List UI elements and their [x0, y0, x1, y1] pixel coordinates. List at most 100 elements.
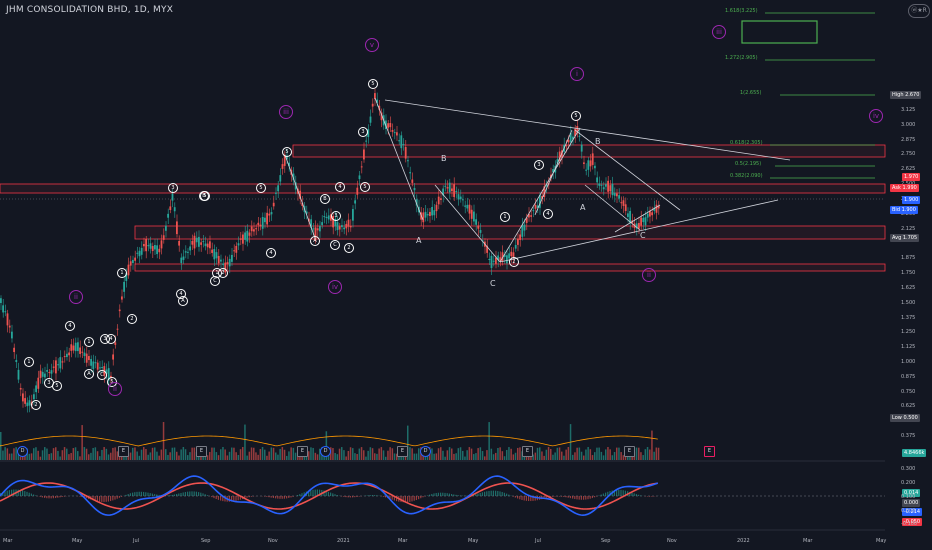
- candle-body: [486, 245, 488, 253]
- volume-bar: [171, 447, 174, 460]
- macd-histogram-bar: [492, 490, 494, 496]
- candle-body: [369, 116, 372, 123]
- candle-body: [451, 188, 453, 192]
- volume-bar: [356, 454, 358, 460]
- macd-histogram-bar: [19, 489, 21, 496]
- candle-body: [327, 215, 330, 220]
- macd-histogram-bar: [279, 496, 281, 499]
- volume-bar: [41, 450, 44, 460]
- volume-bar: [499, 447, 501, 460]
- earnings-marker[interactable]: E: [297, 446, 308, 457]
- earnings-marker[interactable]: E: [624, 446, 635, 457]
- volume-bar: [543, 455, 545, 460]
- macd-histogram-bar: [301, 493, 303, 496]
- dividend-marker[interactable]: D: [420, 446, 431, 457]
- trendline: [499, 199, 779, 263]
- volume-bar: [68, 454, 70, 460]
- candle-body: [88, 356, 90, 361]
- macd-histogram-bar: [347, 496, 349, 498]
- macd-histogram-bar: [61, 496, 63, 497]
- candle-body: [292, 173, 295, 181]
- volume-bar: [338, 448, 341, 460]
- earnings-marker[interactable]: E: [118, 446, 129, 457]
- candle-body: [114, 342, 117, 345]
- macd-histogram-bar: [57, 496, 59, 498]
- volume-bar: [316, 454, 319, 460]
- macd-histogram-bar: [4, 491, 6, 496]
- volume-bar: [305, 456, 308, 460]
- earnings-marker[interactable]: E: [397, 446, 408, 457]
- macd-histogram-bar: [583, 496, 585, 500]
- wave-label: 2: [344, 243, 354, 253]
- volume-bar: [534, 452, 537, 460]
- macd-histogram-bar: [385, 496, 387, 498]
- corrective-wave-label: C: [490, 279, 496, 288]
- volume-bar: [268, 451, 270, 460]
- macd-histogram-bar: [369, 495, 371, 496]
- dividend-marker[interactable]: D: [320, 446, 331, 457]
- macd-histogram-bar: [633, 493, 635, 496]
- volume-bar: [616, 447, 618, 460]
- candle-body: [206, 243, 209, 248]
- volume-bar: [281, 447, 284, 460]
- wave-label: 3: [168, 183, 178, 193]
- indicator-tick: 0.300: [901, 466, 916, 472]
- candle-body: [514, 244, 517, 249]
- macd-histogram-bar: [213, 496, 215, 499]
- volume-bar: [539, 447, 541, 460]
- wave-label: ii: [642, 268, 656, 282]
- volume-bar: [319, 448, 321, 460]
- candle-body: [457, 194, 460, 200]
- volume-bar: [90, 452, 92, 460]
- candle-body: [255, 228, 257, 230]
- volume-bar: [187, 455, 189, 460]
- macd-histogram-bar: [613, 490, 615, 496]
- volume-bar: [523, 456, 526, 460]
- macd-histogram-bar: [528, 496, 530, 502]
- candle-body: [352, 209, 354, 221]
- volume-bar: [600, 451, 603, 460]
- dividend-marker[interactable]: D: [17, 446, 28, 457]
- volume-bar: [96, 451, 99, 460]
- wave-label: 5: [52, 381, 62, 391]
- macd-histogram-bar: [402, 496, 404, 503]
- volume-bar: [514, 452, 517, 460]
- macd-histogram-bar: [565, 496, 567, 498]
- earnings-marker[interactable]: E: [522, 446, 533, 457]
- candle-body: [440, 198, 442, 200]
- macd-histogram-bar: [550, 496, 552, 498]
- macd-histogram-bar: [523, 496, 525, 501]
- candle-body: [627, 213, 629, 217]
- volume-bar: [367, 450, 369, 460]
- candle-body: [380, 112, 383, 121]
- candle-body: [110, 375, 112, 378]
- volume-bar: [30, 453, 33, 460]
- candles: [0, 88, 660, 413]
- macd-histogram-bar: [429, 494, 431, 496]
- macd-histogram-bar: [288, 496, 290, 498]
- macd-histogram-bar: [486, 491, 488, 496]
- earnings-marker[interactable]: E: [704, 446, 715, 457]
- earnings-marker[interactable]: E: [196, 446, 207, 457]
- macd-histogram-bar: [543, 496, 545, 499]
- volume-bar: [136, 451, 138, 460]
- volume-bar: [415, 453, 418, 460]
- corrective-wave-label: A: [416, 236, 422, 245]
- candle-body: [334, 218, 337, 227]
- zero-tag: 0.000: [902, 499, 921, 507]
- volume-bar: [345, 456, 347, 460]
- volume-bar: [264, 449, 266, 460]
- price-tick: 1.125: [901, 344, 916, 351]
- candle-body: [365, 140, 367, 142]
- macd-histogram-bar: [631, 492, 633, 496]
- macd-histogram-bar: [607, 491, 609, 496]
- volume-bar: [385, 456, 387, 460]
- candle-body: [145, 239, 147, 252]
- volume-bar: [572, 454, 574, 460]
- wave-label: 4: [266, 248, 276, 258]
- candle-body: [473, 211, 475, 222]
- volume-bar: [497, 447, 499, 460]
- volume-bar: [563, 455, 565, 460]
- macd-histogram-bar: [145, 492, 147, 496]
